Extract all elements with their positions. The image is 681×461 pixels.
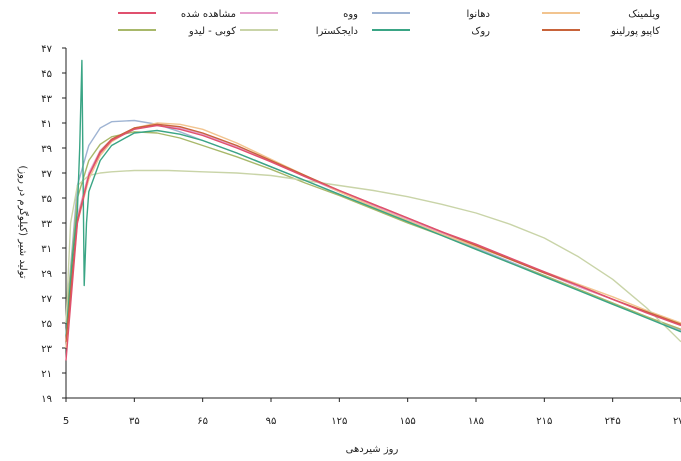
series-line-3 [65, 122, 681, 349]
legend-label: دهانوا [466, 9, 490, 20]
y-tick-label: ۱۹ [41, 394, 52, 405]
y-ticks: ۱۹ ۲۱ ۲۳ ۲۵ ۲۷ ۲۹ ۳۱ ۳۳ ۳۵ ۳۷ ۳۹ ۴۱ ۴۳ ۴۵ ۴۷ [41, 44, 66, 405]
x-tick-label: ۱۲۵ [331, 416, 347, 427]
legend-label: روک [471, 26, 490, 37]
y-tick-label: ۲۳ [41, 344, 52, 355]
x-tick-label: ۶۵ [197, 416, 208, 427]
series-line-2 [65, 119, 681, 332]
y-tick-label: ۳۵ [41, 194, 52, 205]
x-tick-label: ۳۵ [129, 416, 140, 427]
y-tick-label: ۲۵ [41, 319, 52, 330]
legend-label: دایجکسترا [316, 26, 358, 37]
y-tick-label: ۳۷ [41, 169, 52, 180]
x-tick-label: ۲۴۵ [605, 416, 621, 427]
legend-label: کاپیو پورلینو [610, 26, 660, 37]
x-tick-label: ۲۷۵ [673, 416, 681, 427]
x-tick-label: ۹۵ [266, 416, 277, 427]
y-axis-title: تولید شیر (کیلوگرم در روز) [17, 165, 29, 278]
y-tick-label: ۲۹ [41, 269, 52, 280]
y-tick-label: ۴۵ [41, 69, 52, 80]
legend: مشاهده شده ووه دهانوا ویلمینک کوبی - لیدو دای… [118, 9, 660, 37]
series-line-7 [65, 123, 681, 342]
legend-label: کوبی - لیدو [188, 26, 236, 37]
x-tick-label: ۱۸۵ [468, 416, 484, 427]
series-line-4 [65, 131, 681, 330]
x-tick-label: ۲۱۵ [536, 416, 552, 427]
y-tick-label: ۲۷ [41, 294, 52, 305]
series-lines [65, 59, 681, 361]
series-line-5 [65, 169, 681, 343]
y-tick-label: ۴۳ [41, 94, 52, 105]
y-tick-label: ۴۷ [41, 44, 52, 55]
legend-label: مشاهده شده [181, 9, 236, 20]
x-tick-label: ۱۵۵ [400, 416, 416, 427]
legend-label: ویلمینک [628, 9, 660, 20]
series-line-6 [65, 59, 681, 336]
x-tick-label: 5 [63, 416, 69, 427]
y-tick-label: ۴۱ [41, 119, 52, 130]
y-tick-label: ۳۳ [41, 219, 52, 230]
legend-label: ووه [343, 9, 358, 20]
plot-area: ۱۹ ۲۱ ۲۳ ۲۵ ۲۷ ۲۹ ۳۱ ۳۳ ۳۵ ۳۷ ۳۹ ۴۱ ۴۳ ۴۵ ۴۷ 5 ۳۵ ۶۵ ۹۵ ۱۲… [41, 44, 681, 427]
y-tick-label: ۳۹ [41, 144, 52, 155]
x-ticks: 5 ۳۵ ۶۵ ۹۵ ۱۲۵ ۱۵۵ ۱۸۵ ۲۱۵ ۲۴۵ ۲۷۵ [63, 398, 681, 427]
y-tick-label: ۳۱ [41, 244, 52, 255]
y-tick-label: ۲۱ [41, 369, 52, 380]
series-line-1 [65, 123, 681, 336]
series-line-0 [65, 124, 681, 361]
x-axis-title: روز شیردهی [346, 444, 399, 455]
